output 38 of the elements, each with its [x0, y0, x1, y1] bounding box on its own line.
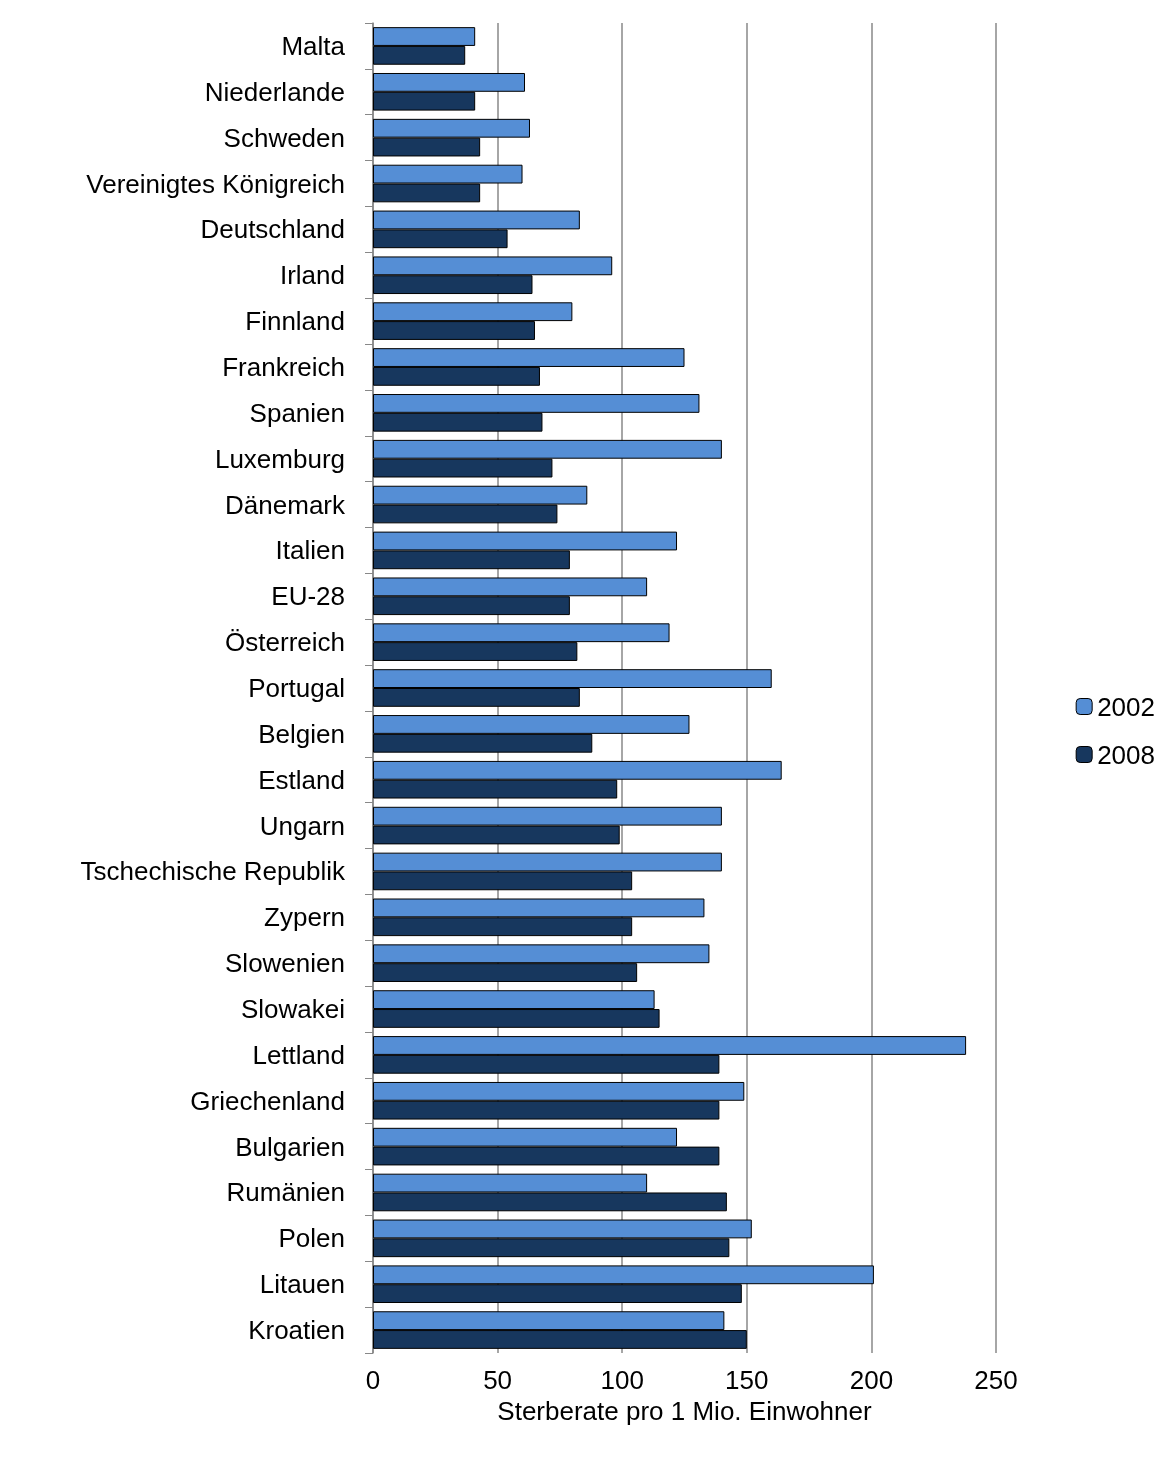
y-tick-label: Vereinigtes Königreich: [86, 168, 345, 199]
y-tick-label: Österreich: [225, 627, 345, 658]
y-tick-label: Belgien: [258, 718, 345, 749]
y-tick-label: Niederlande: [204, 76, 345, 107]
y-tick-label: Kroatien: [248, 1315, 345, 1346]
y-tick-label: Deutschland: [200, 214, 345, 245]
y-tick-label: Zypern: [264, 902, 345, 933]
y-tick-label: Polen: [278, 1223, 345, 1254]
x-tick-label: 150: [725, 1365, 769, 1395]
y-tick-label: Italien: [275, 535, 345, 566]
y-tick-label: Malta: [281, 30, 346, 61]
legend-label: 2002: [1097, 691, 1155, 722]
x-tick-label: 200: [849, 1365, 894, 1395]
y-tick-label: Tschechische Republik: [80, 856, 346, 887]
legend-label: 2008: [1097, 739, 1155, 770]
y-tick-label: Slowenien: [225, 948, 345, 979]
y-tick-label: Litauen: [259, 1269, 345, 1300]
y-tick-label: Irland: [279, 260, 345, 291]
y-tick-label: EU-28: [271, 581, 345, 612]
y-tick-label: Finnland: [245, 306, 345, 337]
y-tick-label: Frankreich: [222, 351, 345, 382]
x-axis-title: Sterberate pro 1 Mio. Einwohner: [497, 1396, 872, 1426]
y-tick-label: Slowakei: [240, 994, 345, 1025]
y-tick-label: Ungarn: [259, 810, 345, 841]
y-tick-label: Estland: [258, 764, 345, 795]
y-tick-label: Luxemburg: [214, 443, 345, 474]
y-tick-label: Griechenland: [190, 1085, 345, 1116]
y-tick-label: Bulgarien: [235, 1131, 345, 1162]
y-tick-label: Schweden: [223, 122, 345, 153]
x-tick-label: 0: [365, 1365, 381, 1395]
x-tick-label: 250: [974, 1365, 1018, 1395]
y-tick-label: Portugal: [248, 673, 345, 703]
y-tick-label: Spanien: [249, 397, 345, 428]
y-tick-label: Dänemark: [225, 489, 346, 520]
x-tick-label: 50: [483, 1365, 513, 1395]
y-tick-label: Lettland: [252, 1039, 345, 1070]
y-tick-label: Rumänien: [226, 1177, 345, 1208]
x-tick-label: 100: [600, 1365, 644, 1395]
